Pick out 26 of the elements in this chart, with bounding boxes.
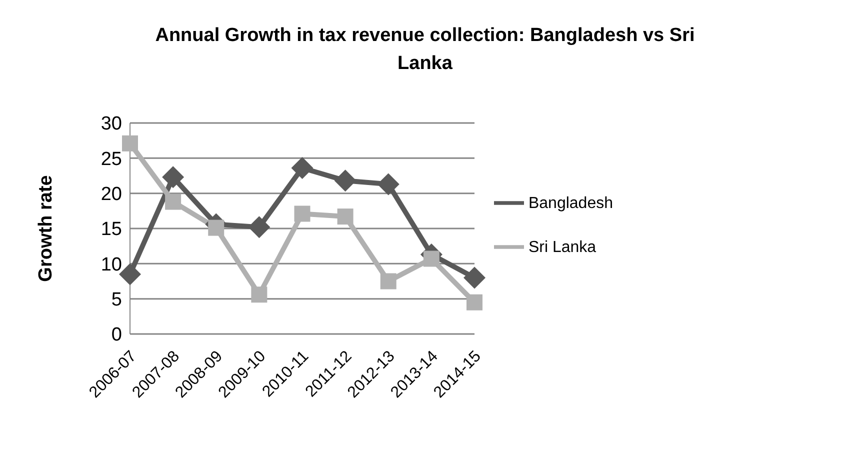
point bbox=[334, 170, 356, 192]
point bbox=[463, 266, 486, 289]
y-tick-label: 20 bbox=[100, 184, 122, 206]
y-axis-title: Growth rate bbox=[36, 175, 57, 282]
point bbox=[294, 206, 310, 222]
point bbox=[423, 250, 440, 267]
y-tick-label: 15 bbox=[100, 219, 122, 240]
point bbox=[466, 294, 482, 310]
y-tick-label: 0 bbox=[111, 324, 122, 346]
point bbox=[162, 166, 184, 188]
y-tick-label: 30 bbox=[100, 114, 122, 135]
point bbox=[377, 173, 400, 196]
legend-label: Sri Lanka bbox=[528, 238, 596, 256]
point bbox=[251, 286, 268, 303]
point bbox=[337, 208, 354, 225]
point bbox=[291, 157, 314, 180]
point bbox=[165, 194, 182, 210]
point bbox=[208, 220, 224, 236]
y-tick-label: 5 bbox=[111, 290, 122, 311]
y-tick-label: 25 bbox=[100, 148, 122, 170]
chart-title: Annual Growth in tax revenue collection: Bangladesh vs Sri Lanka bbox=[154, 24, 696, 76]
y-tick-label: 10 bbox=[100, 254, 122, 276]
legend-label: Bangladesh bbox=[528, 194, 613, 212]
point bbox=[380, 273, 396, 290]
point bbox=[248, 216, 270, 238]
point bbox=[122, 135, 138, 152]
